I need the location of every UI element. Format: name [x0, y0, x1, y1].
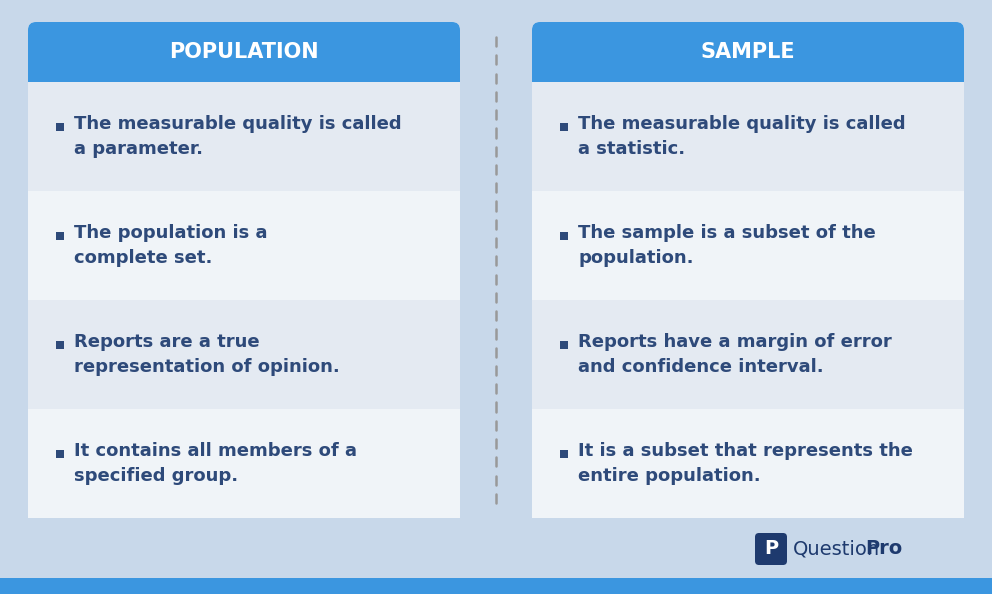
- Text: The population is a
complete set.: The population is a complete set.: [74, 224, 268, 267]
- Bar: [560, 232, 568, 241]
- FancyBboxPatch shape: [28, 22, 460, 518]
- Text: SAMPLE: SAMPLE: [700, 42, 796, 62]
- Text: The measurable quality is called
a parameter.: The measurable quality is called a param…: [74, 115, 402, 158]
- Text: The measurable quality is called
a statistic.: The measurable quality is called a stati…: [578, 115, 906, 158]
- Bar: [560, 450, 568, 459]
- Text: Pro: Pro: [865, 539, 903, 558]
- Bar: [56, 450, 64, 459]
- Text: It contains all members of a
specified group.: It contains all members of a specified g…: [74, 442, 357, 485]
- Bar: [56, 124, 64, 131]
- FancyBboxPatch shape: [755, 533, 787, 565]
- Bar: [532, 82, 964, 191]
- Text: Reports have a margin of error
and confidence interval.: Reports have a margin of error and confi…: [578, 333, 892, 376]
- Text: Reports are a true
representation of opinion.: Reports are a true representation of opi…: [74, 333, 339, 376]
- FancyBboxPatch shape: [532, 22, 964, 518]
- Bar: [56, 342, 64, 349]
- Bar: [532, 300, 964, 409]
- FancyBboxPatch shape: [532, 22, 964, 82]
- Bar: [560, 124, 568, 131]
- Text: POPULATION: POPULATION: [170, 42, 318, 62]
- Bar: [0, 578, 992, 594]
- Bar: [532, 191, 964, 300]
- Bar: [28, 300, 460, 409]
- Text: The sample is a subset of the
population.: The sample is a subset of the population…: [578, 224, 876, 267]
- Text: It is a subset that represents the
entire population.: It is a subset that represents the entir…: [578, 442, 913, 485]
- Bar: [532, 409, 964, 518]
- FancyBboxPatch shape: [28, 22, 460, 82]
- Bar: [28, 82, 460, 191]
- Text: P: P: [764, 539, 778, 558]
- Text: Question: Question: [793, 539, 880, 558]
- Bar: [56, 232, 64, 241]
- Bar: [560, 342, 568, 349]
- Bar: [28, 191, 460, 300]
- Bar: [28, 52, 460, 82]
- Bar: [28, 409, 460, 518]
- Bar: [532, 52, 964, 82]
